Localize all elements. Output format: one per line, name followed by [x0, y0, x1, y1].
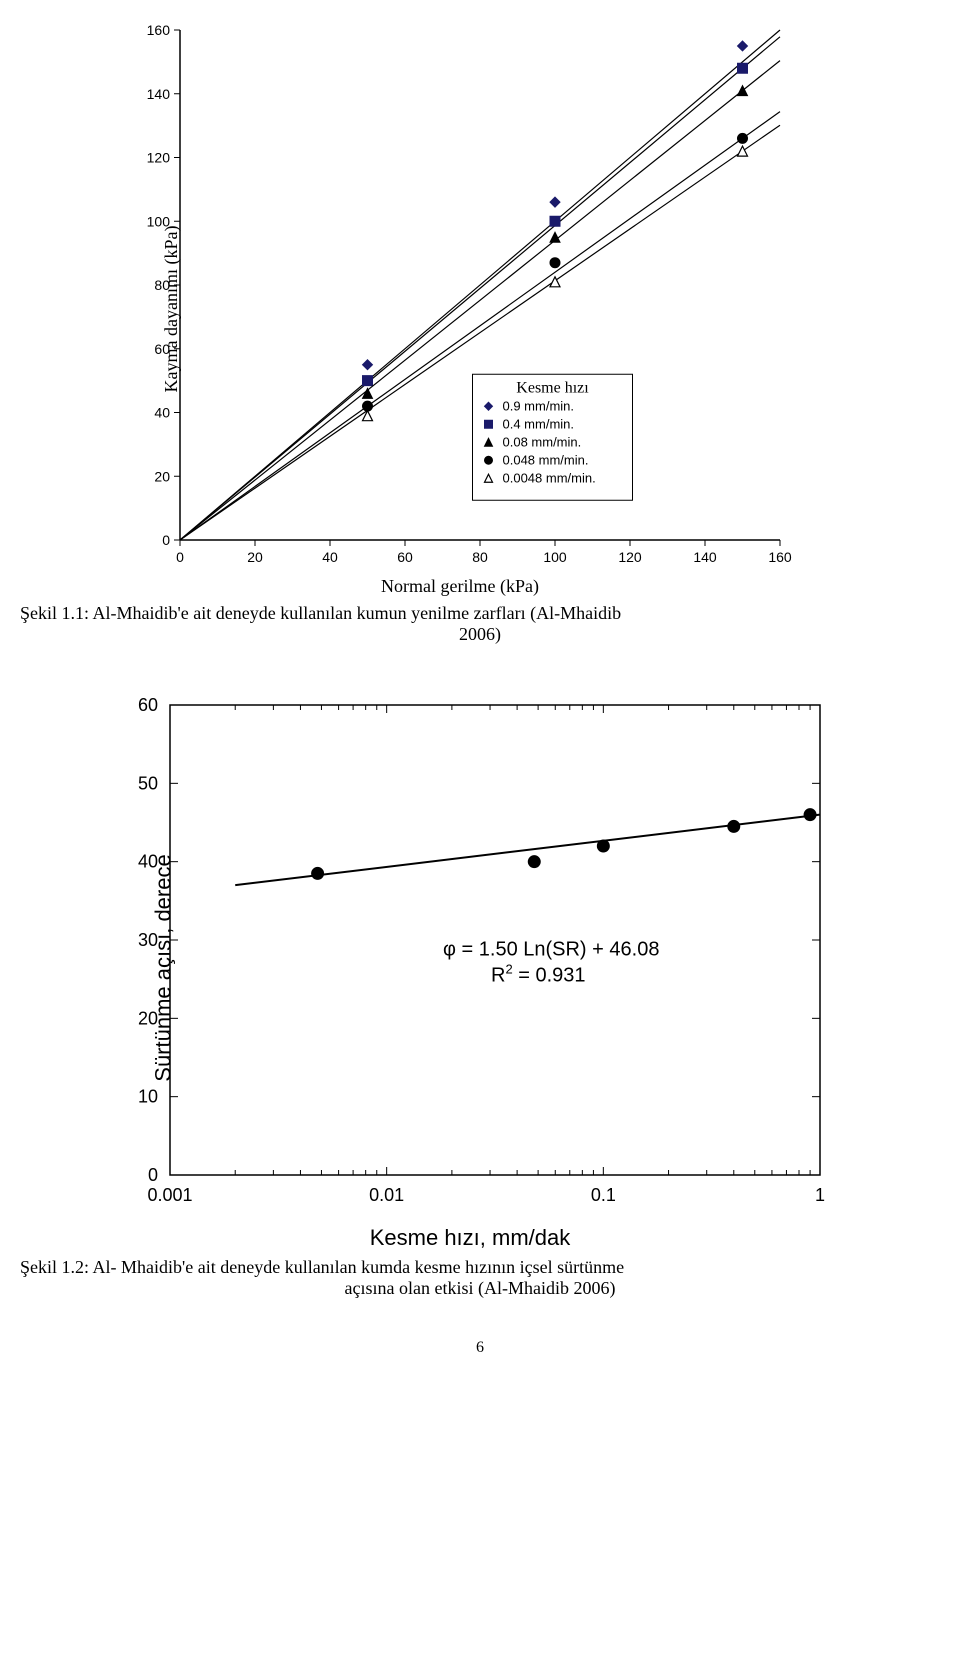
svg-text:0.4 mm/min.: 0.4 mm/min. — [503, 416, 575, 431]
svg-text:0: 0 — [176, 549, 184, 565]
figure1-caption: Şekil 1.1: Al-Mhaidib'e ait deneyde kull… — [20, 603, 940, 645]
svg-text:0.0048 mm/min.: 0.0048 mm/min. — [503, 470, 596, 485]
svg-text:20: 20 — [247, 549, 263, 565]
svg-text:160: 160 — [768, 549, 792, 565]
svg-text:40: 40 — [322, 549, 338, 565]
svg-text:0.9 mm/min.: 0.9 mm/min. — [503, 398, 575, 413]
svg-text:0.08 mm/min.: 0.08 mm/min. — [503, 434, 582, 449]
svg-text:0.01: 0.01 — [369, 1185, 404, 1205]
figure2-caption: Şekil 1.2: Al- Mhaidib'e ait deneyde kul… — [20, 1257, 940, 1299]
page-number: 6 — [20, 1339, 940, 1357]
shear-strength-chart: Kayma dayanımı (kPa) 0 20 40 60 80 100 120 140 1… — [110, 20, 810, 597]
svg-text:60: 60 — [397, 549, 413, 565]
chart2-xlabel: Kesme hızı, mm/dak — [90, 1225, 850, 1251]
chart2-ylabel: Sürtünme açısı, derece — [151, 854, 177, 1081]
svg-text:120: 120 — [147, 150, 171, 166]
svg-text:140: 140 — [693, 549, 717, 565]
caption2-line1: Şekil 1.2: Al- Mhaidib'e ait deneyde kul… — [20, 1257, 624, 1277]
friction-angle-chart: Sürtünme açısı, derece 01020304050600.00… — [90, 685, 850, 1251]
svg-text:100: 100 — [543, 549, 567, 565]
chart1-xlabel: Normal gerilme (kPa) — [110, 576, 810, 597]
svg-text:R2 = 0.931: R2 = 0.931 — [491, 962, 586, 987]
svg-text:φ = 1.50 Ln(SR) + 46.08: φ = 1.50 Ln(SR) + 46.08 — [443, 939, 659, 961]
svg-text:0.1: 0.1 — [591, 1185, 616, 1205]
caption1-line2: 2006) — [20, 624, 940, 645]
svg-text:80: 80 — [472, 549, 488, 565]
svg-text:60: 60 — [138, 695, 158, 715]
svg-text:0.001: 0.001 — [147, 1185, 192, 1205]
svg-text:0: 0 — [162, 532, 170, 548]
chart1-svg: 0204060801001201401600204060801001201401… — [110, 20, 810, 580]
caption2-line2: açısına olan etkisi (Al-Mhaidib 2006) — [20, 1278, 940, 1299]
svg-text:10: 10 — [138, 1087, 158, 1107]
svg-text:1: 1 — [815, 1185, 825, 1205]
chart2-svg: 01020304050600.0010.010.11φ = 1.50 Ln(SR… — [90, 685, 850, 1225]
svg-text:160: 160 — [147, 22, 171, 38]
svg-text:0: 0 — [148, 1165, 158, 1185]
chart1-ylabel: Kayma dayanımı (kPa) — [161, 225, 182, 392]
caption1-line1: Şekil 1.1: Al-Mhaidib'e ait deneyde kull… — [20, 603, 621, 623]
svg-text:120: 120 — [618, 549, 642, 565]
svg-text:Kesme hızı: Kesme hızı — [516, 379, 589, 396]
svg-text:0.048 mm/min.: 0.048 mm/min. — [503, 452, 589, 467]
svg-text:50: 50 — [138, 773, 158, 793]
svg-text:140: 140 — [147, 86, 171, 102]
svg-text:20: 20 — [154, 468, 170, 484]
svg-text:40: 40 — [154, 405, 170, 421]
